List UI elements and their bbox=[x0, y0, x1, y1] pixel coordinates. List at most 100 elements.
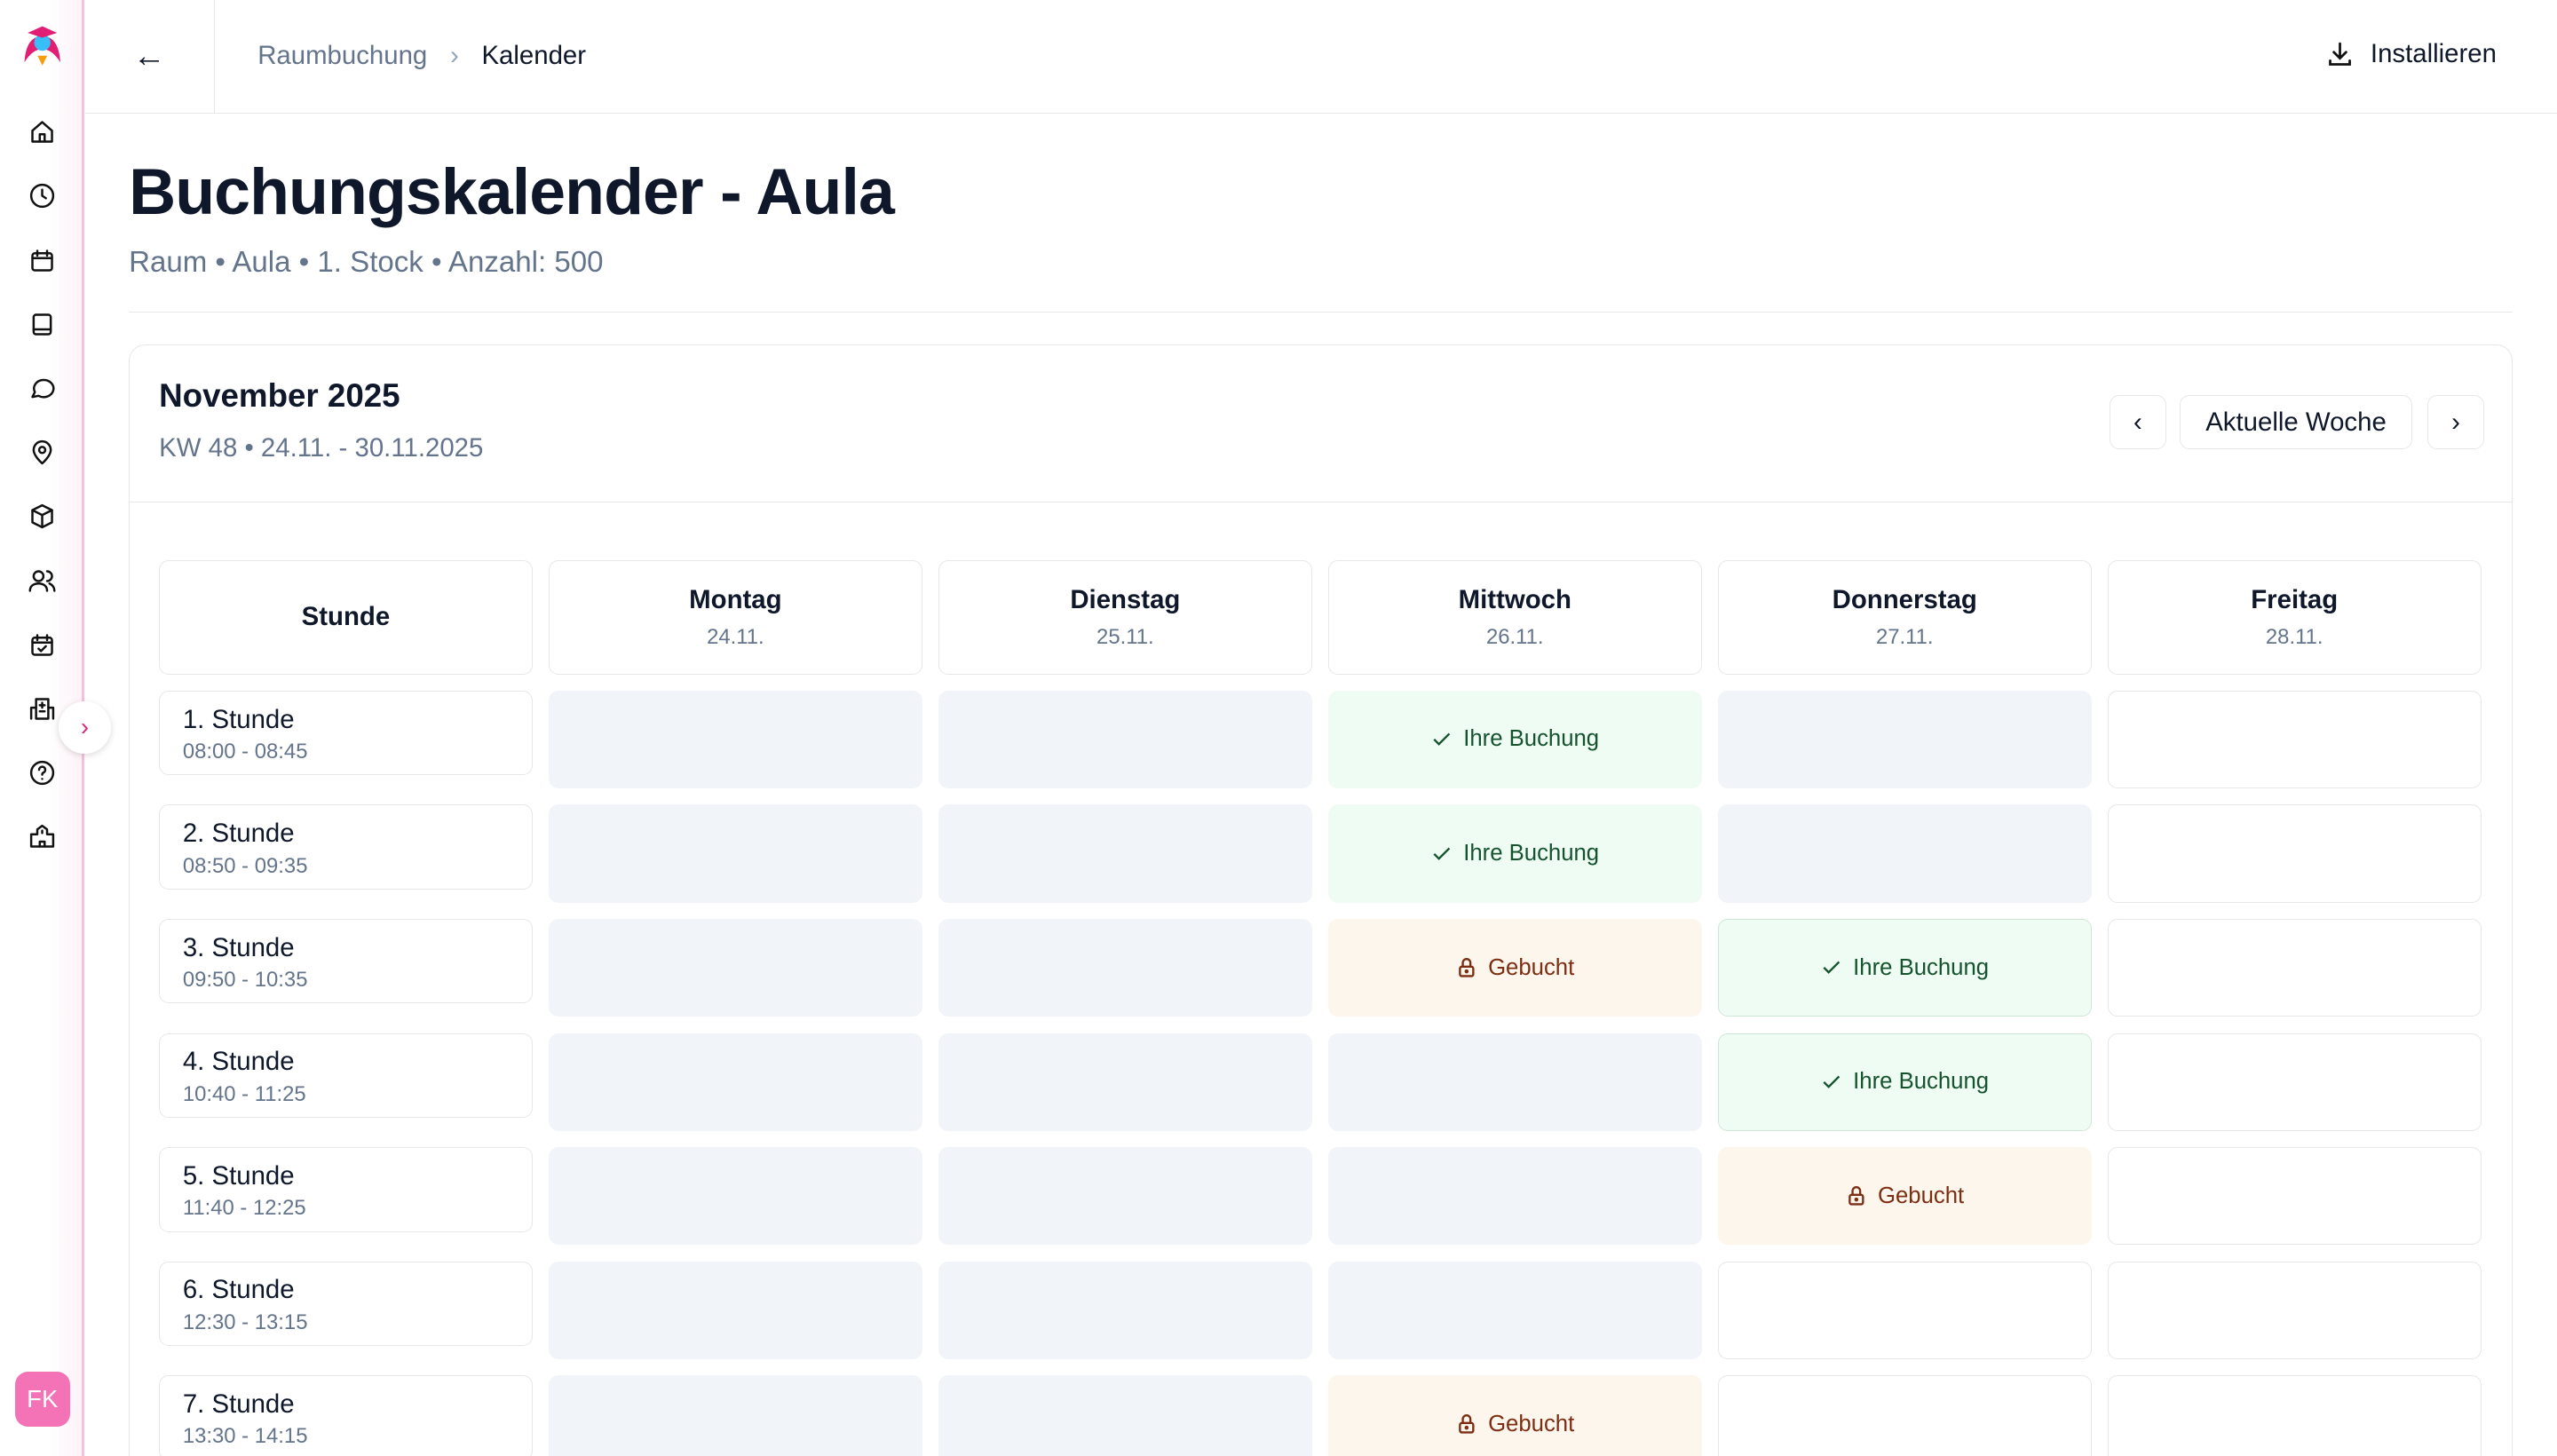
lock-icon bbox=[1459, 1414, 1475, 1435]
install-label: Installieren bbox=[2370, 39, 2497, 69]
slot-label: Gebucht bbox=[1878, 1183, 1965, 1208]
help-icon bbox=[30, 760, 55, 786]
column-header-day: Montag 24.11. bbox=[549, 559, 922, 675]
slot-past bbox=[1717, 690, 2092, 789]
period-time: 10:40 - 11:25 bbox=[182, 1081, 306, 1106]
slot-past bbox=[549, 1147, 922, 1246]
lock-icon bbox=[1848, 1186, 1864, 1206]
slot-past bbox=[938, 1033, 1312, 1131]
slot-free[interactable] bbox=[1717, 1261, 2092, 1359]
chevron-left-icon: ‹ bbox=[2133, 407, 2142, 437]
day-name: Dienstag bbox=[1070, 584, 1181, 614]
breadcrumb-kalender: Kalender bbox=[481, 40, 587, 70]
slot-free[interactable] bbox=[2107, 804, 2482, 903]
install-button[interactable]: Installieren bbox=[2325, 39, 2497, 69]
slot-booked: Gebucht bbox=[1328, 918, 1702, 1017]
sidebar-item-school[interactable] bbox=[26, 820, 59, 853]
slot-past bbox=[1328, 1033, 1702, 1131]
sidebar-item-history[interactable] bbox=[26, 180, 59, 213]
divider bbox=[129, 311, 2513, 313]
period-name: 6. Stunde bbox=[182, 1275, 295, 1305]
next-week-button[interactable]: › bbox=[2426, 395, 2485, 450]
slot-past bbox=[938, 804, 1312, 903]
slot-free[interactable] bbox=[2107, 1147, 2482, 1246]
slot-free[interactable] bbox=[2107, 1261, 2482, 1359]
sidebar-item-book[interactable] bbox=[26, 308, 59, 341]
sidebar-item-calendar[interactable] bbox=[26, 244, 59, 277]
slot-free[interactable] bbox=[2107, 1033, 2482, 1131]
period-time: 12:30 - 13:15 bbox=[182, 1310, 308, 1334]
sidebar-item-location[interactable] bbox=[26, 436, 59, 469]
chat-icon bbox=[31, 378, 55, 399]
building-plus-icon bbox=[30, 698, 55, 720]
breadcrumb-raumbuchung[interactable]: Raumbuchung bbox=[257, 40, 428, 70]
users-icon bbox=[28, 569, 56, 592]
period-time: 09:50 - 10:35 bbox=[182, 968, 308, 993]
sidebar-item-chat[interactable] bbox=[26, 372, 59, 405]
slot-past bbox=[549, 804, 922, 903]
slot-free[interactable] bbox=[2107, 1375, 2482, 1456]
slot-past bbox=[938, 690, 1312, 789]
slot-past bbox=[938, 1375, 1312, 1456]
period-cell: 7. Stunde 13:30 - 14:15 bbox=[159, 1375, 533, 1456]
period-time: 13:30 - 14:15 bbox=[182, 1424, 308, 1449]
period-name: 3. Stunde bbox=[182, 932, 295, 962]
sidebar-item-home[interactable] bbox=[26, 115, 59, 148]
slot-own[interactable]: Ihre Buchung bbox=[1717, 1033, 2092, 1131]
column-header-day: Freitag 28.11. bbox=[2107, 559, 2482, 675]
period-time: 08:50 - 09:35 bbox=[182, 853, 308, 878]
slot-past bbox=[1717, 804, 2092, 903]
prev-week-button[interactable]: ‹ bbox=[2109, 395, 2166, 450]
sidebar-item-users[interactable] bbox=[26, 565, 59, 597]
slot-past bbox=[938, 918, 1312, 1017]
page-title: Buchungskalender - Aula bbox=[129, 154, 895, 228]
slot-past bbox=[1328, 1261, 1702, 1359]
user-avatar[interactable]: FK bbox=[14, 1371, 70, 1428]
sidebar-item-help[interactable] bbox=[26, 756, 59, 789]
sidebar-item-building-plus[interactable] bbox=[26, 692, 59, 725]
slot-own[interactable]: Ihre Buchung bbox=[1717, 918, 2092, 1017]
day-name: Mittwoch bbox=[1458, 584, 1571, 614]
history-icon bbox=[30, 184, 55, 209]
period-time: 11:40 - 12:25 bbox=[182, 1196, 306, 1221]
slot-free[interactable] bbox=[1717, 1375, 2092, 1456]
period-name: 7. Stunde bbox=[182, 1389, 295, 1419]
chevron-right-icon: › bbox=[2451, 407, 2460, 437]
period-name: 4. Stunde bbox=[182, 1047, 295, 1077]
slot-own[interactable]: Ihre Buchung bbox=[1328, 804, 1702, 903]
expand-sidebar-button[interactable]: › bbox=[59, 700, 111, 754]
column-header-day: Donnerstag 27.11. bbox=[1717, 559, 2092, 675]
package-icon bbox=[31, 504, 53, 529]
page-subtitle: Raum • Aula • 1. Stock • Anzahl: 500 bbox=[129, 246, 604, 280]
check-icon bbox=[1433, 732, 1451, 746]
day-date: 26.11. bbox=[1486, 624, 1544, 649]
day-date: 25.11. bbox=[1096, 624, 1154, 649]
slot-past bbox=[549, 690, 922, 789]
app-logo[interactable] bbox=[20, 23, 65, 72]
slot-own[interactable]: Ihre Buchung bbox=[1328, 690, 1702, 789]
period-name: 1. Stunde bbox=[182, 704, 295, 734]
slot-past bbox=[938, 1147, 1312, 1246]
period-time: 08:00 - 08:45 bbox=[182, 740, 308, 764]
lock-icon bbox=[1459, 958, 1475, 977]
period-cell: 4. Stunde 10:40 - 11:25 bbox=[159, 1033, 533, 1119]
period-cell: 3. Stunde 09:50 - 10:35 bbox=[159, 918, 533, 1004]
slot-past bbox=[549, 918, 922, 1017]
arrow-left-icon: ← bbox=[132, 37, 166, 75]
current-week-button[interactable]: Aktuelle Woche bbox=[2179, 395, 2413, 450]
book-icon bbox=[32, 313, 52, 336]
check-icon bbox=[1433, 847, 1451, 860]
chevron-right-icon: › bbox=[449, 40, 459, 70]
slot-free[interactable] bbox=[2107, 918, 2482, 1017]
sidebar-item-package[interactable] bbox=[26, 500, 59, 533]
day-date: 28.11. bbox=[2265, 624, 2323, 649]
back-button[interactable]: ← bbox=[85, 0, 215, 113]
slot-label: Ihre Buchung bbox=[1463, 726, 1600, 752]
top-bar: ← Raumbuchung › Kalender Installieren bbox=[84, 0, 2557, 114]
slot-free[interactable] bbox=[2107, 690, 2482, 789]
sidebar-item-calendar-check[interactable] bbox=[26, 629, 59, 661]
calendar-card: November 2025 KW 48 • 24.11. - 30.11.202… bbox=[129, 344, 2513, 1456]
slot-past bbox=[549, 1261, 922, 1359]
school-icon bbox=[30, 825, 55, 849]
day-name: Freitag bbox=[2251, 584, 2339, 614]
